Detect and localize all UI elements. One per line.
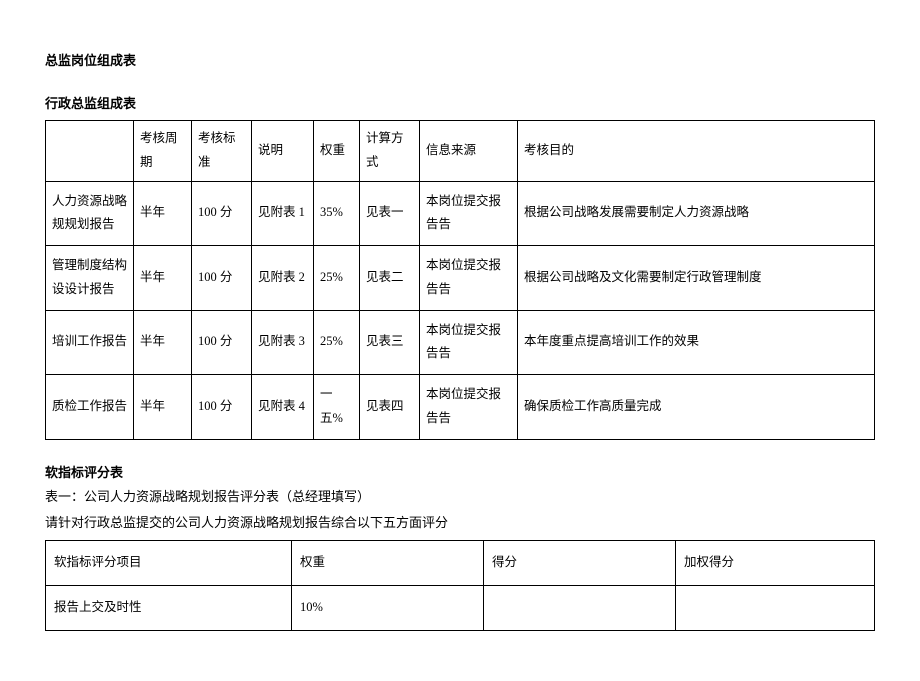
table-header-cell: 信息来源 — [420, 121, 518, 182]
table-cell: 报告上交及时性 — [46, 585, 292, 630]
table-cell: 见表二 — [360, 246, 420, 311]
table-cell: 100 分 — [192, 310, 252, 375]
table-header-cell: 软指标评分项目 — [46, 541, 292, 586]
table-cell: 根据公司战略及文化需要制定行政管理制度 — [518, 246, 875, 311]
table-cell: 见表一 — [360, 181, 420, 246]
table-cell: 半年 — [134, 310, 192, 375]
table-cell: 本岗位提交报告告 — [420, 246, 518, 311]
table-cell: 25% — [314, 310, 360, 375]
table-cell: 见附表 2 — [252, 246, 314, 311]
table-cell: 一五% — [314, 375, 360, 440]
table-header-cell: 得分 — [484, 541, 676, 586]
table-row: 培训工作报告半年100 分见附表 325%见表三本岗位提交报告告本年度重点提高培… — [46, 310, 875, 375]
table-cell: 100 分 — [192, 246, 252, 311]
table-cell: 见附表 1 — [252, 181, 314, 246]
table-header-cell: 权重 — [314, 121, 360, 182]
table-row: 质检工作报告半年100 分见附表 4一五%见表四本岗位提交报告告确保质检工作高质… — [46, 375, 875, 440]
table-header-cell: 考核标准 — [192, 121, 252, 182]
table-header-cell: 考核目的 — [518, 121, 875, 182]
table-row: 报告上交及时性10% — [46, 585, 875, 630]
table-cell: 见表四 — [360, 375, 420, 440]
table-header-cell — [46, 121, 134, 182]
table-header-cell: 说明 — [252, 121, 314, 182]
table-cell — [484, 585, 676, 630]
table-cell: 半年 — [134, 246, 192, 311]
table-cell: 见附表 4 — [252, 375, 314, 440]
soft-indicator-desc-1: 表一：公司人力资源战略规划报告评分表（总经理填写） — [45, 487, 875, 508]
table-cell: 100 分 — [192, 375, 252, 440]
table-cell: 本岗位提交报告告 — [420, 375, 518, 440]
table-row: 管理制度结构设设计报告半年100 分见附表 225%见表二本岗位提交报告告根据公… — [46, 246, 875, 311]
table-cell: 本岗位提交报告告 — [420, 310, 518, 375]
assessment-composition-table: 考核周期考核标准说明权重计算方式信息来源考核目的人力资源战略规规划报告半年100… — [45, 120, 875, 440]
table-cell: 培训工作报告 — [46, 310, 134, 375]
table-row: 人力资源战略规规划报告半年100 分见附表 135%见表一本岗位提交报告告根据公… — [46, 181, 875, 246]
table-cell: 人力资源战略规规划报告 — [46, 181, 134, 246]
soft-indicator-desc-2: 请针对行政总监提交的公司人力资源战略规划报告综合以下五方面评分 — [45, 513, 875, 534]
table-cell: 见附表 3 — [252, 310, 314, 375]
soft-indicator-title: 软指标评分表 — [45, 462, 875, 481]
table-cell: 管理制度结构设设计报告 — [46, 246, 134, 311]
table-cell: 见表三 — [360, 310, 420, 375]
page-title-2: 行政总监组成表 — [45, 93, 875, 112]
table-cell — [676, 585, 875, 630]
table-cell: 35% — [314, 181, 360, 246]
table-cell: 10% — [292, 585, 484, 630]
table-header-cell: 考核周期 — [134, 121, 192, 182]
table-cell: 本岗位提交报告告 — [420, 181, 518, 246]
table-header-cell: 权重 — [292, 541, 484, 586]
table-cell: 本年度重点提高培训工作的效果 — [518, 310, 875, 375]
table-header-cell: 加权得分 — [676, 541, 875, 586]
soft-indicator-scoring-table: 软指标评分项目权重得分加权得分报告上交及时性10% — [45, 540, 875, 631]
table-cell: 根据公司战略发展需要制定人力资源战略 — [518, 181, 875, 246]
table-cell: 确保质检工作高质量完成 — [518, 375, 875, 440]
table-cell: 半年 — [134, 375, 192, 440]
table-cell: 质检工作报告 — [46, 375, 134, 440]
table-cell: 100 分 — [192, 181, 252, 246]
table-cell: 半年 — [134, 181, 192, 246]
table-header-cell: 计算方式 — [360, 121, 420, 182]
table-cell: 25% — [314, 246, 360, 311]
page-title-1: 总监岗位组成表 — [45, 50, 875, 69]
